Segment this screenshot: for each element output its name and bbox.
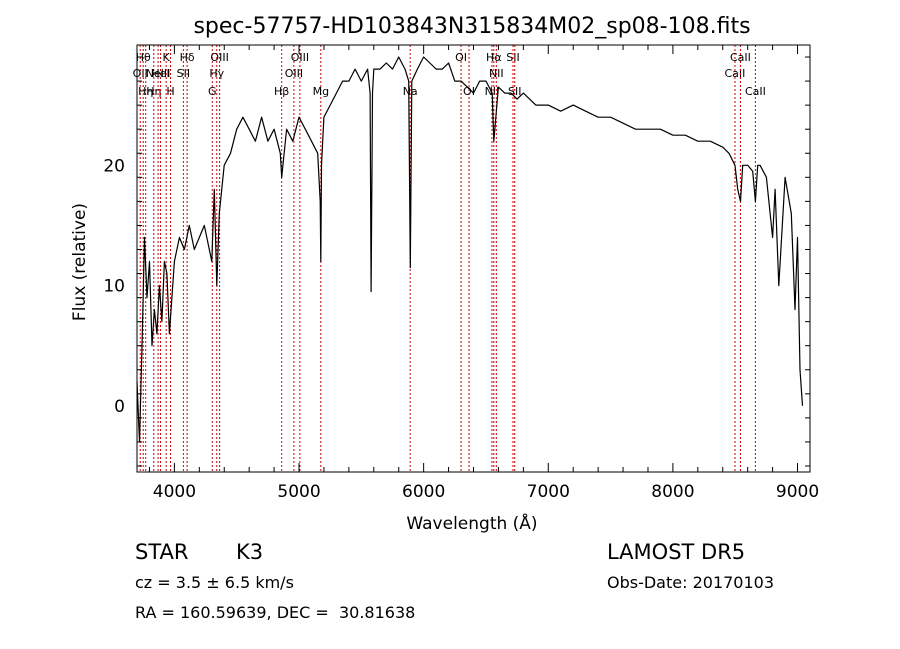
spectral-line-label: CaII	[730, 51, 751, 64]
spectral-line-label: OIII	[291, 51, 309, 64]
y-tick-label: 0	[114, 397, 125, 417]
spectral-line-label: NII	[489, 67, 504, 80]
x-tick-label: 4000	[153, 482, 196, 502]
spectral-line-label: OII	[133, 67, 148, 80]
spectral-line-label: SII	[508, 85, 521, 98]
x-axis-label: Wavelength (Å)	[406, 512, 537, 534]
spectral-line-label: Hγ	[209, 67, 224, 80]
spectral-line-label: Hβ	[274, 85, 289, 98]
chart-title: spec-57757-HD103843N315834M02_sp08-108.f…	[193, 14, 750, 39]
observation-date: Obs-Date: 20170103	[607, 573, 775, 592]
spectral-line-label: CaII	[745, 85, 766, 98]
object-subclass: K3	[236, 540, 264, 564]
y-axis-label: Flux (relative)	[70, 203, 90, 321]
spectral-line-label: Na	[403, 85, 418, 98]
spectral-line-label: Hη	[146, 85, 161, 98]
spectral-line-label: Hα	[486, 51, 502, 64]
survey-name: LAMOST DR5	[607, 540, 746, 564]
spectral-line-markers: OIIHθHηHηNeIIIHeIKHSIIHδGHγOIIIHβOIIIOII…	[133, 45, 766, 472]
x-tick-label: 6000	[402, 482, 445, 502]
redshift-velocity: cz = 3.5 ± 6.5 km/s	[135, 573, 294, 592]
y-tick-label: 10	[103, 277, 125, 297]
x-tick-label: 5000	[277, 482, 320, 502]
spectral-line-label: Hη	[138, 85, 153, 98]
x-axis: 4000 5000 6000 7000 8000 9000	[148, 45, 819, 502]
spectral-line-label: Hδ	[180, 51, 195, 64]
spectral-line-label: G	[208, 85, 217, 98]
spectral-line-label: Hθ	[136, 51, 151, 64]
spectral-line-label: OI	[455, 51, 467, 64]
spectrum-line	[136, 56, 804, 443]
x-tick-label: 8000	[651, 482, 694, 502]
spectral-line-label: CaII	[725, 67, 746, 80]
x-tick-label: 9000	[776, 482, 819, 502]
spectral-line-label: K	[163, 51, 171, 64]
plot-frame	[136, 44, 811, 473]
y-axis: 0 10 20	[103, 56, 810, 467]
spectral-line-label: NeIII	[146, 67, 171, 80]
spectral-line-label: OIII	[285, 67, 303, 80]
spectral-line-label: SII	[506, 51, 519, 64]
y-tick-label: 20	[103, 156, 125, 176]
spectral-line-label: OI	[463, 85, 475, 98]
spectral-line-label: SII	[177, 67, 190, 80]
spectral-line-label: Mg	[313, 85, 329, 98]
spectral-line-label: HeI	[151, 67, 169, 80]
x-tick-label: 7000	[527, 482, 570, 502]
spectral-line-label: H	[166, 85, 174, 98]
spectral-line-label: OIII	[210, 51, 228, 64]
coordinates: RA = 160.59639, DEC = 30.81638	[135, 603, 416, 622]
object-class: STAR	[135, 540, 189, 564]
